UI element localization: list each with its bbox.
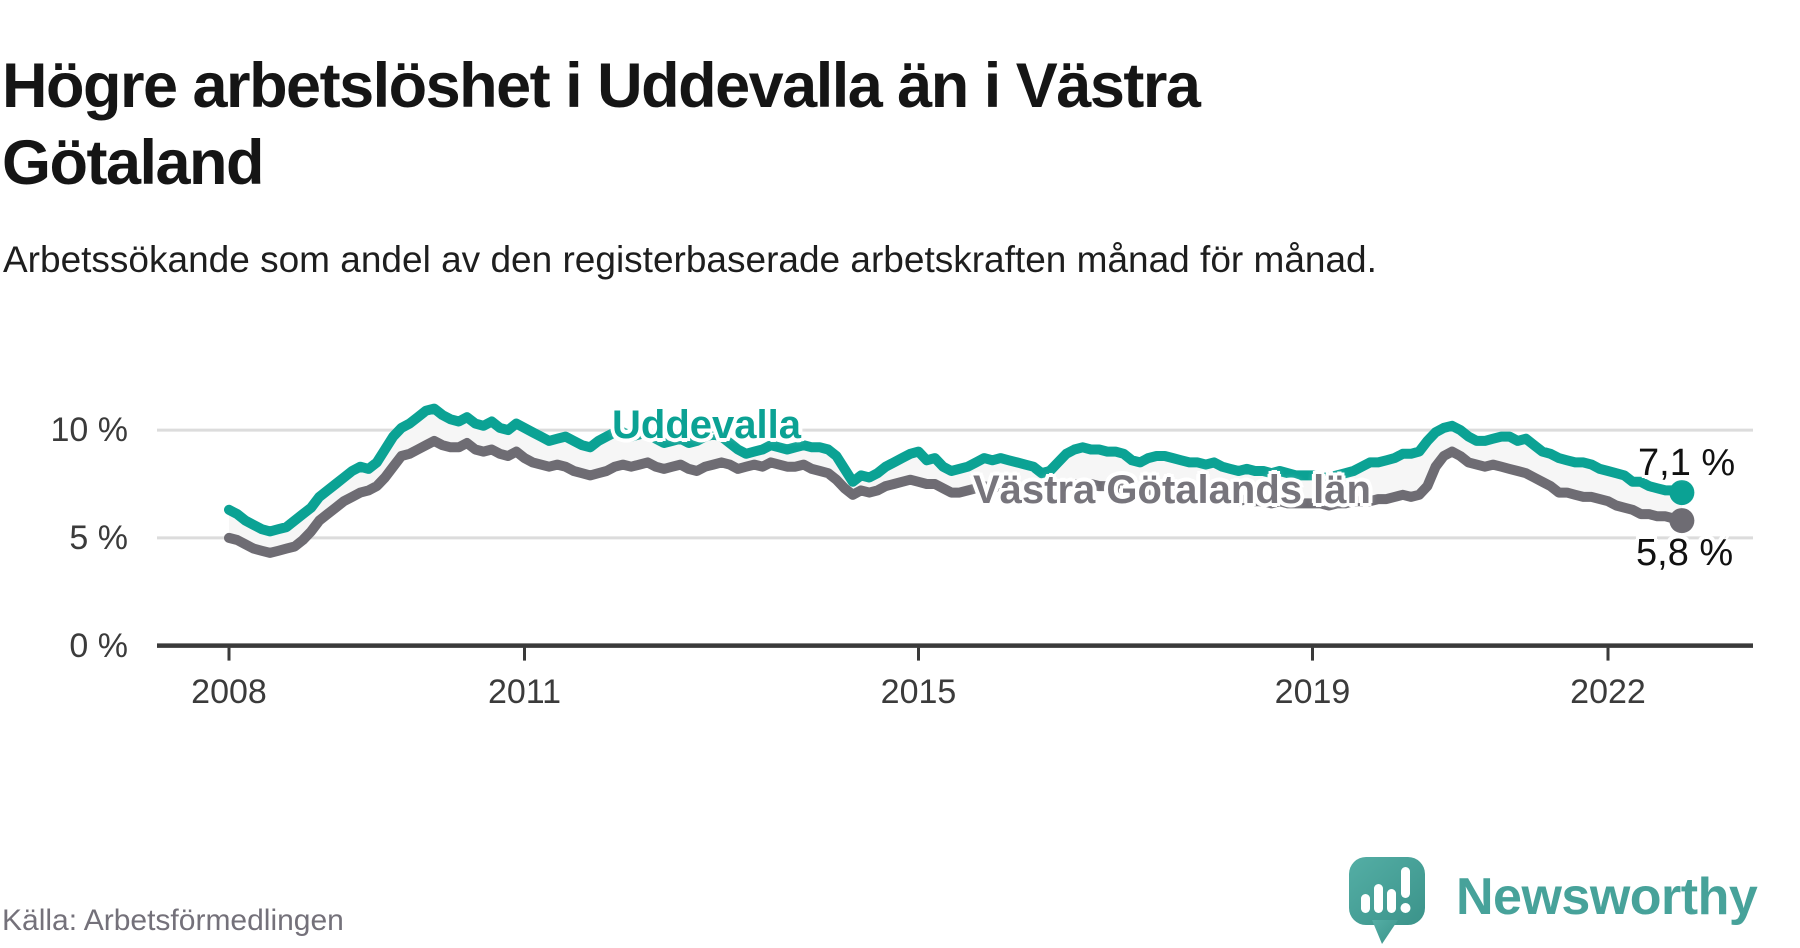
x-axis-tick-label: 2022: [1570, 673, 1646, 711]
chart-subtitle: Arbetssökande som andel av den registerb…: [3, 239, 1377, 280]
end-value-label-vastra-gotalands-lan: 5,8 %: [1636, 532, 1734, 574]
title-line-2: Götaland: [2, 128, 265, 199]
title-line-1: Högre arbetslöshet i Uddevalla än i Väst…: [2, 51, 1201, 122]
series-label-vastra-gotalands-lan: Västra Götalands län: [973, 468, 1371, 512]
x-axis-tick-label: 2019: [1274, 673, 1351, 711]
x-axis-tick-label: 2015: [880, 673, 957, 711]
newsworthy-logo: Newsworthy: [1348, 855, 1758, 948]
y-axis-tick-label: 10 %: [50, 411, 129, 450]
series-label-uddevalla: Uddevalla: [612, 403, 801, 447]
y-axis-tick-label: 0 %: [69, 626, 128, 665]
y-axis-tick-label: 5 %: [69, 518, 128, 557]
end-value-label-uddevalla: 7,1 %: [1638, 442, 1736, 484]
bar-chart-speech-bubble-icon: [1349, 856, 1425, 944]
x-axis-tick-label: 2008: [191, 673, 267, 711]
brand-wordmark: Newsworthy: [1456, 867, 1758, 926]
x-axis-tick-label: 2011: [487, 673, 562, 711]
end-point-dot: [1669, 508, 1695, 534]
source-credit: Källa: Arbetsförmedlingen: [2, 904, 344, 937]
page-title: Högre arbetslöshet i Uddevalla än i Väst…: [2, 48, 1562, 202]
end-point-dot: [1669, 480, 1695, 506]
